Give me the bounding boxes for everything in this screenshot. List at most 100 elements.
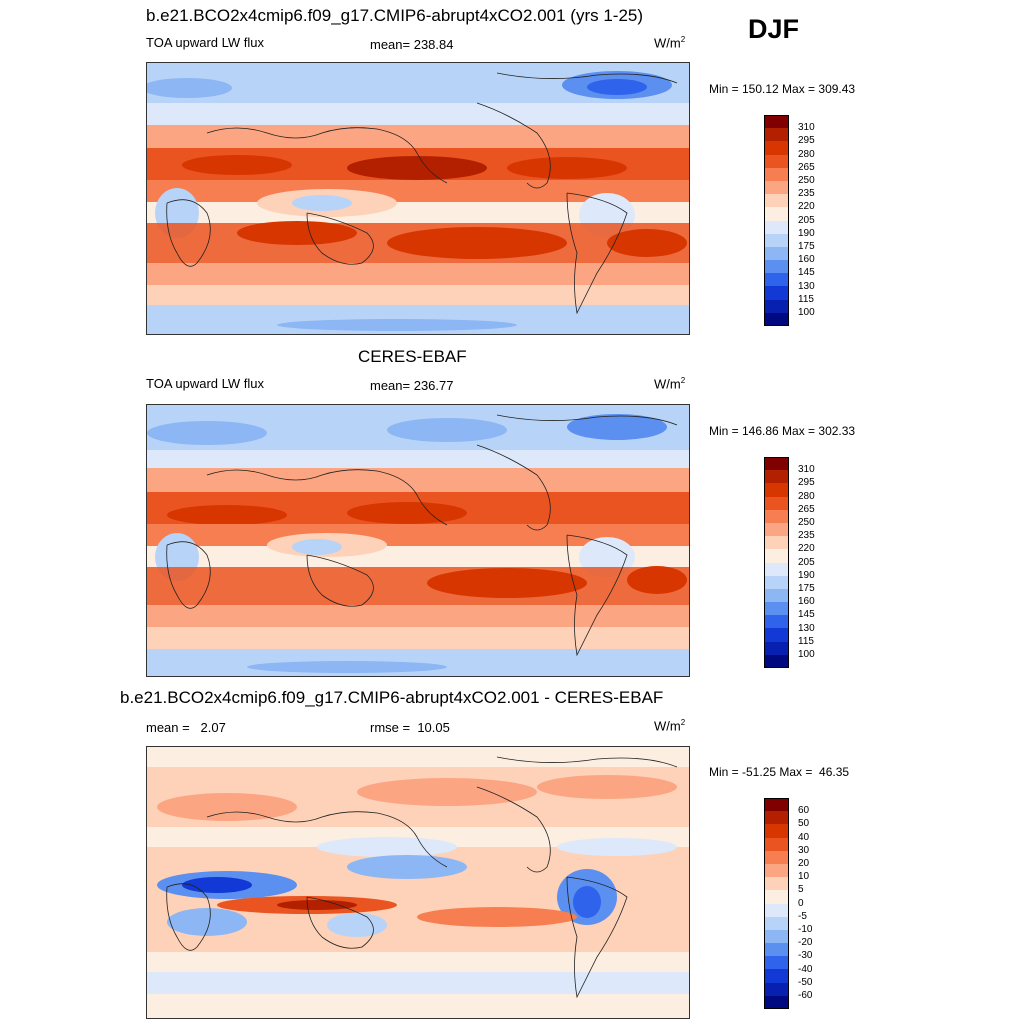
panel2-units: W/m2 <box>654 376 686 392</box>
colorbar-tick-label: 30 <box>798 844 810 856</box>
colorbar-tick-label: 160 <box>798 254 815 266</box>
colorbar-tick-label: 60 <box>798 805 810 817</box>
panel3-colorbar <box>764 798 789 1009</box>
colorbar-tick-label: 100 <box>798 649 815 660</box>
colorbar-segment <box>764 128 789 142</box>
colorbar-tick-label: 145 <box>798 267 815 279</box>
colorbar-tick-label: 220 <box>798 201 815 213</box>
colorbar-segment <box>764 995 789 1009</box>
colorbar-segment <box>764 522 789 537</box>
panel2-mean-label: mean= 236.77 <box>370 378 454 393</box>
colorbar-segment <box>764 628 789 642</box>
colorbar-tick-label: 265 <box>798 161 815 173</box>
panel2-colorbar <box>764 457 789 668</box>
colorbar-segment <box>764 982 789 996</box>
colorbar-segment <box>764 890 789 904</box>
colorbar-segment <box>764 575 789 589</box>
colorbar-segment <box>764 562 789 576</box>
colorbar-segment <box>764 246 789 261</box>
colorbar-tick-label: 205 <box>798 556 815 568</box>
panel2-minmax: Min = 146.86 Max = 302.33 <box>709 424 856 438</box>
colorbar-tick-label: 250 <box>798 175 815 186</box>
panel1-colorbar <box>764 115 789 326</box>
colorbar-tick-label: 250 <box>798 517 815 528</box>
colorbar-tick-label: -60 <box>798 990 813 1001</box>
colorbar-tick-label: 160 <box>798 596 815 608</box>
panel3-minmax: Min = -51.25 Max = 46.35 <box>709 765 850 779</box>
colorbar-tick-label: 235 <box>798 188 815 200</box>
colorbar-segment <box>764 929 789 944</box>
panel2-map-svg <box>147 405 689 676</box>
colorbar-segment <box>764 194 789 208</box>
panel2-title: CERES-EBAF <box>358 347 467 366</box>
colorbar-segment <box>764 916 789 930</box>
colorbar-tick-label: 0 <box>798 897 804 909</box>
colorbar-tick-label: 10 <box>798 871 810 883</box>
colorbar-segment <box>764 273 789 287</box>
colorbar-segment <box>764 903 789 917</box>
colorbar-segment <box>764 877 789 891</box>
colorbar-tick-label: 190 <box>798 227 815 239</box>
colorbar-tick-label: 20 <box>798 858 810 869</box>
colorbar-segment <box>764 615 789 629</box>
colorbar-segment <box>764 837 789 851</box>
panel3-title: b.e21.BCO2x4cmip6.f09_g17.CMIP6-abrupt4x… <box>120 688 664 707</box>
panel3-colorbar-labels: 60 50 40 30 20 10 5 0 -5 -10 -20 -30 -40 -50 -60 <box>798 798 828 1010</box>
colorbar-segment <box>764 220 789 234</box>
colorbar-tick-label: 295 <box>798 477 815 489</box>
colorbar-tick-label: -30 <box>798 950 813 962</box>
colorbar-segment <box>764 141 789 155</box>
colorbar-segment <box>764 180 789 195</box>
colorbar-segment <box>764 863 789 878</box>
panel3-mean-label: mean = 2.07 <box>146 720 226 735</box>
colorbar-tick-label: 295 <box>798 135 815 147</box>
colorbar-segment <box>764 207 789 221</box>
colorbar-tick-label: 280 <box>798 148 815 160</box>
panel1-units: W/m2 <box>654 35 686 51</box>
panel3-map-svg <box>147 747 689 1018</box>
colorbar-tick-label: -50 <box>798 976 813 988</box>
colorbar-segment <box>764 457 789 471</box>
colorbar-tick-label: 190 <box>798 569 815 581</box>
colorbar-tick-label: 50 <box>798 818 810 830</box>
colorbar-segment <box>764 233 789 247</box>
colorbar-tick-label: -40 <box>798 963 813 975</box>
colorbar-segment <box>764 969 789 983</box>
colorbar-segment <box>764 536 789 550</box>
colorbar-segment <box>764 312 789 326</box>
colorbar-tick-label: 310 <box>798 122 815 134</box>
panel3-map <box>146 746 690 1019</box>
colorbar-tick-label: 115 <box>798 293 814 305</box>
colorbar-tick-label: 220 <box>798 543 815 555</box>
colorbar-segment <box>764 286 789 300</box>
panel1-mean-label: mean= 238.84 <box>370 37 454 52</box>
colorbar-segment <box>764 641 789 655</box>
colorbar-tick-label: -20 <box>798 937 813 949</box>
colorbar-segment <box>764 588 789 603</box>
panel1-minmax: Min = 150.12 Max = 309.43 <box>709 82 856 96</box>
colorbar-segment <box>764 602 789 616</box>
colorbar-segment <box>764 115 789 129</box>
colorbar-tick-label: 280 <box>798 490 815 502</box>
panel1-variable-label: TOA upward LW flux <box>146 35 265 50</box>
colorbar-segment <box>764 167 789 181</box>
colorbar-segment <box>764 470 789 484</box>
colorbar-tick-label: 310 <box>798 464 815 476</box>
colorbar-tick-label: -10 <box>798 924 813 935</box>
colorbar-segment <box>764 496 789 510</box>
panel2-map <box>146 404 690 677</box>
colorbar-tick-label: -5 <box>798 910 807 922</box>
colorbar-segment <box>764 154 789 168</box>
colorbar-tick-label: 175 <box>798 241 815 252</box>
colorbar-segment <box>764 811 789 825</box>
colorbar-segment <box>764 850 789 864</box>
colorbar-segment <box>764 824 789 838</box>
panel1-map-svg <box>147 63 689 334</box>
colorbar-tick-label: 40 <box>798 831 810 843</box>
panel2-colorbar-labels: 310 295 280 265 250 235 220 205 190 175 160 145 130 1… <box>798 457 828 669</box>
colorbar-tick-label: 205 <box>798 214 815 226</box>
season-label: DJF <box>748 14 800 44</box>
colorbar-tick-label: 145 <box>798 609 815 621</box>
panel3-rmse-label: rmse = 10.05 <box>370 720 450 735</box>
colorbar-segment <box>764 260 789 274</box>
